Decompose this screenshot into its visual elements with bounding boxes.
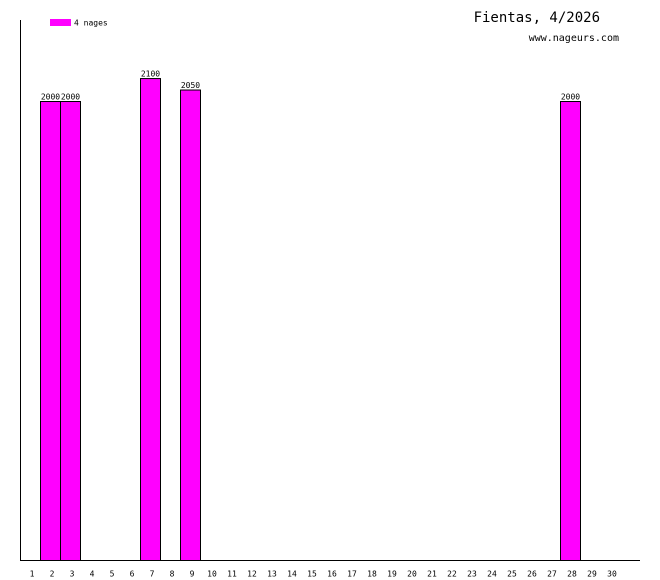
x-tick-label: 24	[487, 570, 497, 579]
x-tick-label: 10	[207, 570, 217, 579]
x-tick-label: 3	[70, 570, 75, 579]
chart-subtitle: www.nageurs.com	[529, 33, 619, 44]
bar	[180, 89, 201, 562]
x-tick-label: 13	[267, 570, 277, 579]
bar	[40, 101, 61, 561]
legend-swatch	[50, 19, 71, 26]
value-label: 2000	[561, 93, 580, 102]
x-tick-label: 27	[547, 570, 557, 579]
x-tick-label: 20	[407, 570, 417, 579]
value-label: 2050	[181, 81, 200, 90]
x-tick-label: 4	[90, 570, 95, 579]
x-tick-label: 5	[110, 570, 115, 579]
x-tick-label: 29	[587, 570, 597, 579]
x-tick-label: 7	[150, 570, 155, 579]
x-tick-label: 15	[307, 570, 317, 579]
bar	[560, 101, 581, 561]
x-tick-label: 2	[50, 570, 55, 579]
x-tick-label: 17	[347, 570, 357, 579]
value-label: 2000	[61, 93, 80, 102]
value-label: 2000	[41, 93, 60, 102]
x-tick-label: 1	[30, 570, 35, 579]
x-tick-label: 21	[427, 570, 437, 579]
x-tick-label: 11	[227, 570, 237, 579]
chart-title: Fientas, 4/2026	[474, 10, 600, 26]
x-tick-label: 28	[567, 570, 577, 579]
x-tick-label: 14	[287, 570, 297, 579]
x-tick-label: 16	[327, 570, 337, 579]
x-tick-label: 22	[447, 570, 457, 579]
x-tick-label: 25	[507, 570, 517, 579]
x-tick-label: 26	[527, 570, 537, 579]
x-tick-label: 18	[367, 570, 377, 579]
legend-label: 4 nages	[74, 19, 108, 28]
x-tick-label: 30	[607, 570, 617, 579]
bar	[60, 101, 81, 561]
x-tick-label: 23	[467, 570, 477, 579]
bar	[140, 78, 161, 562]
value-label: 2100	[141, 70, 160, 79]
x-tick-label: 8	[170, 570, 175, 579]
x-tick-label: 12	[247, 570, 257, 579]
x-tick-label: 9	[190, 570, 195, 579]
x-tick-label: 6	[130, 570, 135, 579]
x-tick-label: 19	[387, 570, 397, 579]
